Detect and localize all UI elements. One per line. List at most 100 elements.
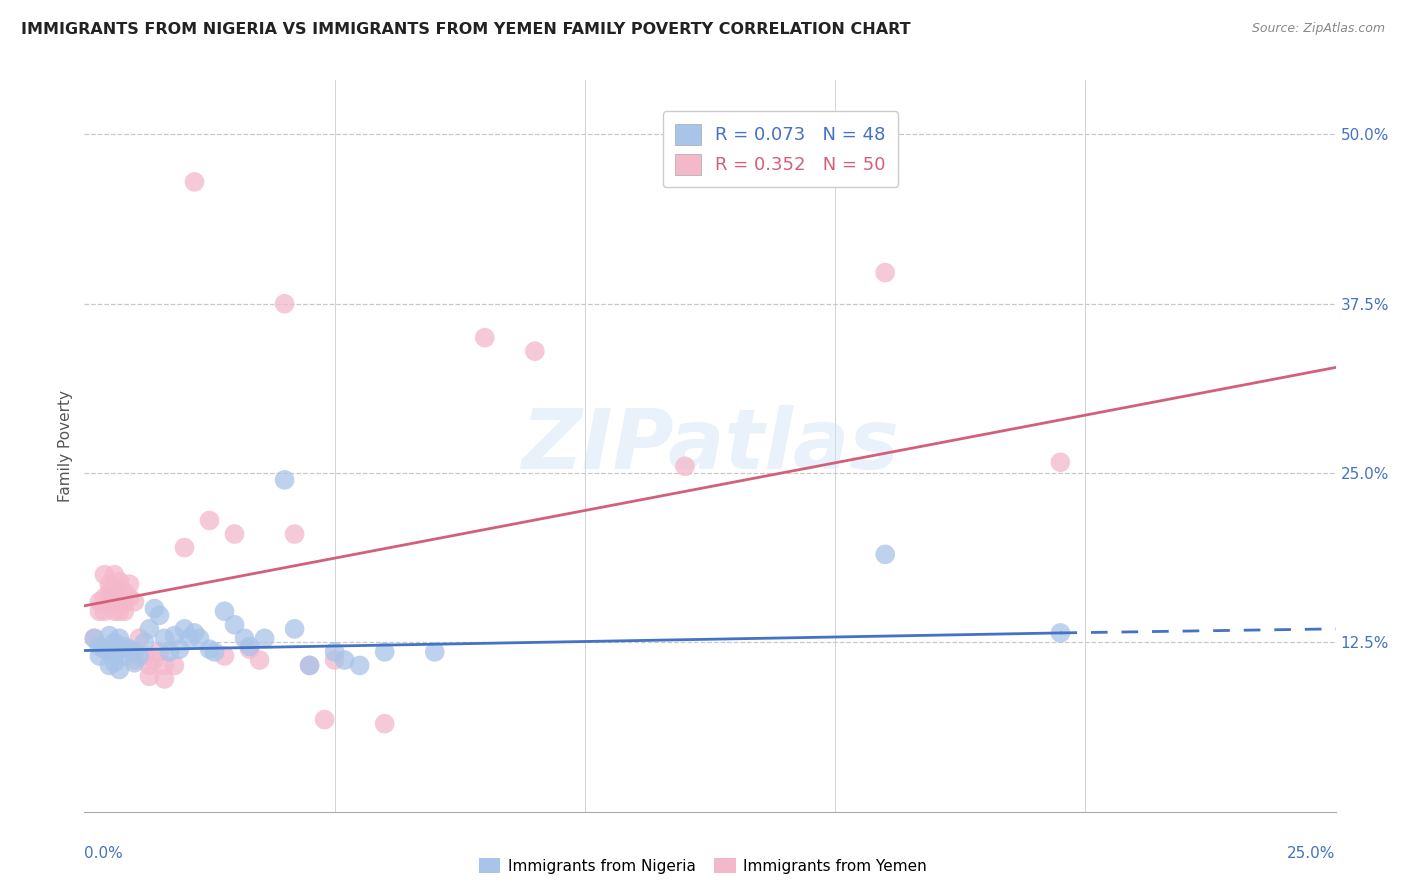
Point (284, 622, 307, 636)
Point (108, 574, 131, 589)
Point (93, 591, 115, 605)
Point (349, 658, 371, 673)
Point (198, 642, 221, 657)
Point (128, 632, 150, 646)
Point (173, 622, 195, 636)
Text: ZIPatlas: ZIPatlas (522, 406, 898, 486)
Point (214, 604, 236, 618)
Point (138, 669, 160, 683)
Point (124, 645, 146, 659)
Point (98, 577, 121, 591)
Point (103, 581, 125, 595)
Point (103, 656, 125, 670)
Point (108, 595, 131, 609)
Point (89, 648, 111, 663)
Point (98, 585, 121, 599)
Point (173, 541, 195, 555)
Point (273, 297, 295, 311)
Point (103, 591, 125, 605)
Point (314, 713, 336, 727)
Point (183, 175, 205, 189)
Point (93, 567, 115, 582)
Point (112, 640, 135, 654)
Text: IMMIGRANTS FROM NIGERIA VS IMMIGRANTS FROM YEMEN FAMILY POVERTY CORRELATION CHAR: IMMIGRANTS FROM NIGERIA VS IMMIGRANTS FR… (21, 22, 911, 37)
Point (83, 632, 105, 646)
Point (159, 645, 181, 659)
Point (103, 567, 125, 582)
Point (148, 645, 170, 659)
Point (875, 266, 897, 280)
Point (323, 645, 346, 659)
Point (153, 632, 176, 646)
Point (103, 604, 125, 618)
Point (153, 672, 176, 686)
Point (112, 595, 135, 609)
Point (128, 648, 150, 663)
Point (198, 514, 221, 528)
Legend: R = 0.073   N = 48, R = 0.352   N = 50: R = 0.073 N = 48, R = 0.352 N = 50 (662, 112, 898, 187)
Point (103, 648, 125, 663)
Point (103, 635, 125, 649)
Point (333, 653, 356, 667)
Point (112, 648, 135, 663)
Point (108, 663, 131, 677)
Point (108, 604, 131, 618)
Point (1049, 626, 1071, 640)
Point (118, 591, 141, 605)
Point (148, 608, 170, 623)
Point (204, 645, 226, 659)
Point (224, 527, 246, 541)
Point (214, 648, 236, 663)
Point (253, 632, 276, 646)
Point (138, 622, 160, 636)
Point (423, 645, 446, 659)
Point (124, 595, 146, 609)
Text: 25.0%: 25.0% (1288, 846, 1336, 861)
Point (673, 459, 696, 474)
Point (108, 642, 131, 657)
Point (98, 629, 121, 643)
Point (238, 640, 260, 654)
Point (134, 648, 156, 663)
Point (238, 642, 260, 657)
Point (83, 632, 105, 646)
Point (143, 653, 166, 667)
Legend: Immigrants from Nigeria, Immigrants from Yemen: Immigrants from Nigeria, Immigrants from… (472, 852, 934, 880)
Point (118, 577, 141, 591)
Text: Source: ZipAtlas.com: Source: ZipAtlas.com (1251, 22, 1385, 36)
Point (98, 658, 121, 673)
Point (169, 642, 191, 657)
Y-axis label: Family Poverty: Family Poverty (58, 390, 73, 502)
Point (284, 527, 307, 541)
Point (1049, 455, 1071, 469)
Point (89, 640, 111, 654)
Point (93, 642, 115, 657)
Point (112, 604, 135, 618)
Point (134, 635, 156, 649)
Point (98, 645, 121, 659)
Point (138, 658, 160, 673)
Point (474, 331, 496, 345)
Point (233, 632, 256, 646)
Point (298, 658, 321, 673)
Point (374, 645, 396, 659)
Point (188, 632, 211, 646)
Point (273, 473, 295, 487)
Point (153, 658, 176, 673)
Point (374, 716, 396, 731)
Point (523, 344, 546, 359)
Point (93, 604, 115, 618)
Point (89, 604, 111, 618)
Text: 0.0%: 0.0% (84, 846, 124, 861)
Point (89, 595, 111, 609)
Point (298, 658, 321, 673)
Point (118, 642, 141, 657)
Point (875, 547, 897, 561)
Point (163, 629, 186, 643)
Point (143, 601, 166, 615)
Point (323, 653, 346, 667)
Point (98, 595, 121, 609)
Point (249, 653, 271, 667)
Point (163, 658, 186, 673)
Point (124, 653, 146, 667)
